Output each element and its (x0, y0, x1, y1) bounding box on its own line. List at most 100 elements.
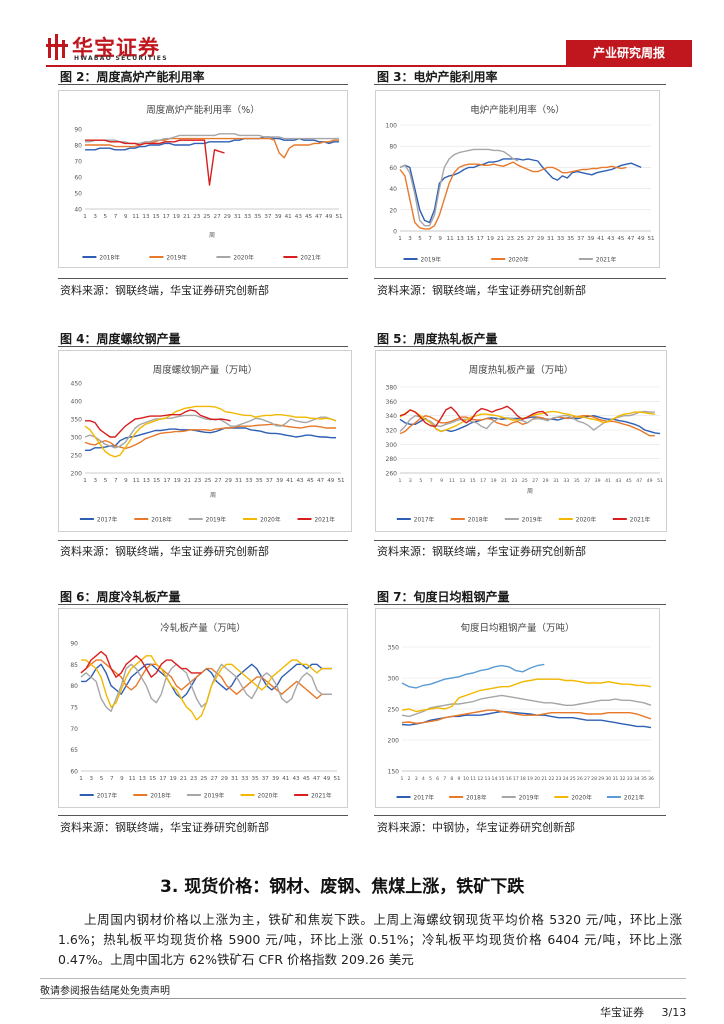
x-tick-label: 19 (173, 214, 181, 220)
x-tick-label: 15 (467, 236, 475, 242)
x-tick-label: 30 (605, 776, 611, 782)
x-tick-label: 15 (149, 776, 157, 782)
x-tick-label: 5 (419, 478, 422, 484)
x-tick-label: 43 (607, 236, 615, 242)
x-tick-label: 6 (436, 776, 439, 782)
x-tick-label: 13 (142, 214, 150, 220)
x-tick-label: 33 (557, 236, 565, 242)
series-line-2021年 (401, 663, 545, 689)
x-tick-label: 9 (120, 776, 124, 782)
y-tick-label: 100 (386, 123, 398, 130)
x-tick-label: 41 (285, 214, 293, 220)
figure-5-chart: 周度热轧板产量（万吨） 380 360 340 320 300 280 260 1 3 5 7 9 11 1… (375, 350, 667, 532)
x-tick-label: 1 (83, 214, 87, 220)
x-tick-label: 51 (657, 478, 663, 484)
legend-label: 2019年 (421, 256, 442, 264)
figure-4-title: 图 4：周度螺纹钢产量 (60, 332, 181, 346)
x-tick-label: 37 (577, 236, 585, 242)
x-tick-label: 31 (231, 776, 239, 782)
x-tick-label: 11 (447, 236, 455, 242)
x-tick-label: 18 (520, 776, 526, 782)
x-tick-label: 7 (443, 776, 446, 782)
x-tick-label: 15 (153, 478, 161, 484)
x-tick-label: 39 (587, 236, 595, 242)
x-tick-label: 2 (408, 776, 411, 782)
x-tick-label: 21 (180, 776, 188, 782)
x-tick-label: 5 (418, 236, 422, 242)
legend-label: 2020年 (233, 254, 254, 262)
x-tick-label: 1 (398, 236, 402, 242)
x-tick-label: 45 (626, 478, 632, 484)
figure-5-top-rule (374, 346, 666, 347)
y-tick-label: 80 (389, 144, 397, 151)
legend-label: 2020年 (576, 516, 597, 524)
figure-7-source: 资料来源：中钢协，华宝证券研究创新部 (377, 821, 575, 834)
x-tick-label: 47 (313, 776, 321, 782)
figure-3-chart: 电炉产能利用率（%） 100 80 60 40 20 0 1 3 5 7 9 11 13 15 17 19 21 2… (375, 90, 660, 268)
x-tick-label: 45 (307, 478, 315, 484)
y-tick-label: 70 (70, 726, 78, 733)
x-tick-label: 49 (637, 236, 645, 242)
series-line-2018年 (84, 423, 336, 450)
x-tick-label: 49 (647, 478, 653, 484)
legend-label: 2021年 (300, 254, 321, 262)
figure-3-source: 资料来源：钢联终端，华宝证券研究创新部 (377, 284, 586, 297)
y-tick-label: 320 (386, 428, 398, 435)
x-tick-label: 25 (517, 236, 525, 242)
x-tick-label: 41 (282, 776, 290, 782)
x-tick-label: 23 (190, 776, 198, 782)
x-tick-label: 5 (104, 478, 108, 484)
series-line-2017年 (85, 427, 336, 452)
chart-title: 旬度日均粗钢产量（万吨） (460, 622, 574, 634)
x-tick-label: 31 (235, 478, 243, 484)
y-tick-label: 400 (71, 399, 83, 406)
y-tick-label: 80 (74, 143, 82, 150)
series-line-2021年 (85, 139, 225, 186)
x-tick-label: 9 (124, 214, 128, 220)
x-tick-label: 15 (470, 478, 476, 484)
series-line-2021年 (80, 650, 202, 678)
x-tick-label: 9 (438, 236, 442, 242)
legend-label: 2020年 (571, 794, 592, 802)
y-tick-label: 200 (71, 471, 83, 478)
x-tick-label: 8 (450, 776, 453, 782)
x-tick-label: 16 (506, 776, 512, 782)
x-tick-label: 19 (174, 478, 182, 484)
x-tick-label: 35 (567, 236, 575, 242)
x-tick-label: 25 (204, 478, 212, 484)
y-tick-label: 65 (70, 747, 78, 754)
x-tick-label: 45 (305, 214, 313, 220)
legend-label: 2018年 (468, 516, 489, 524)
legend-label: 2021年 (624, 794, 645, 802)
figure-6-source: 资料来源：钢联终端，华宝证券研究创新部 (60, 821, 269, 834)
x-tick-label: 1 (79, 776, 83, 782)
x-tick-label: 49 (325, 214, 333, 220)
x-tick-label: 11 (132, 214, 140, 220)
x-tick-label: 28 (591, 776, 597, 782)
legend-label: 2021年 (311, 792, 332, 800)
x-tick-label: 25 (522, 478, 528, 484)
brand-logo-icon (46, 34, 68, 60)
figure-7-title: 图 7：旬度日均粗钢产量 (377, 590, 510, 604)
series-line-2019年 (399, 158, 642, 224)
x-tick-label: 19 (491, 478, 497, 484)
figure-7-bottom-rule (374, 815, 666, 816)
x-tick-label: 17 (163, 478, 171, 484)
disclaimer-note: 敬请参阅报告结尾处免责声明 (40, 986, 170, 997)
x-tick-label: 47 (315, 214, 323, 220)
figure-4-top-rule (58, 346, 348, 347)
x-tick-label: 39 (274, 214, 282, 220)
page-number: 3/13 (661, 1006, 687, 1019)
legend-label: 2019年 (166, 254, 187, 262)
figure-2-bottom-rule (58, 278, 348, 279)
x-tick-label: 5 (429, 776, 432, 782)
y-tick-label: 340 (386, 413, 398, 420)
x-tick-label: 9 (457, 776, 460, 782)
x-tick-label: 17 (159, 776, 167, 782)
x-tick-label: 21 (541, 776, 547, 782)
x-tick-label: 29 (224, 214, 232, 220)
y-tick-label: 50 (74, 191, 82, 198)
x-tick-label: 11 (449, 478, 455, 484)
legend-label: 2021年 (314, 516, 335, 524)
